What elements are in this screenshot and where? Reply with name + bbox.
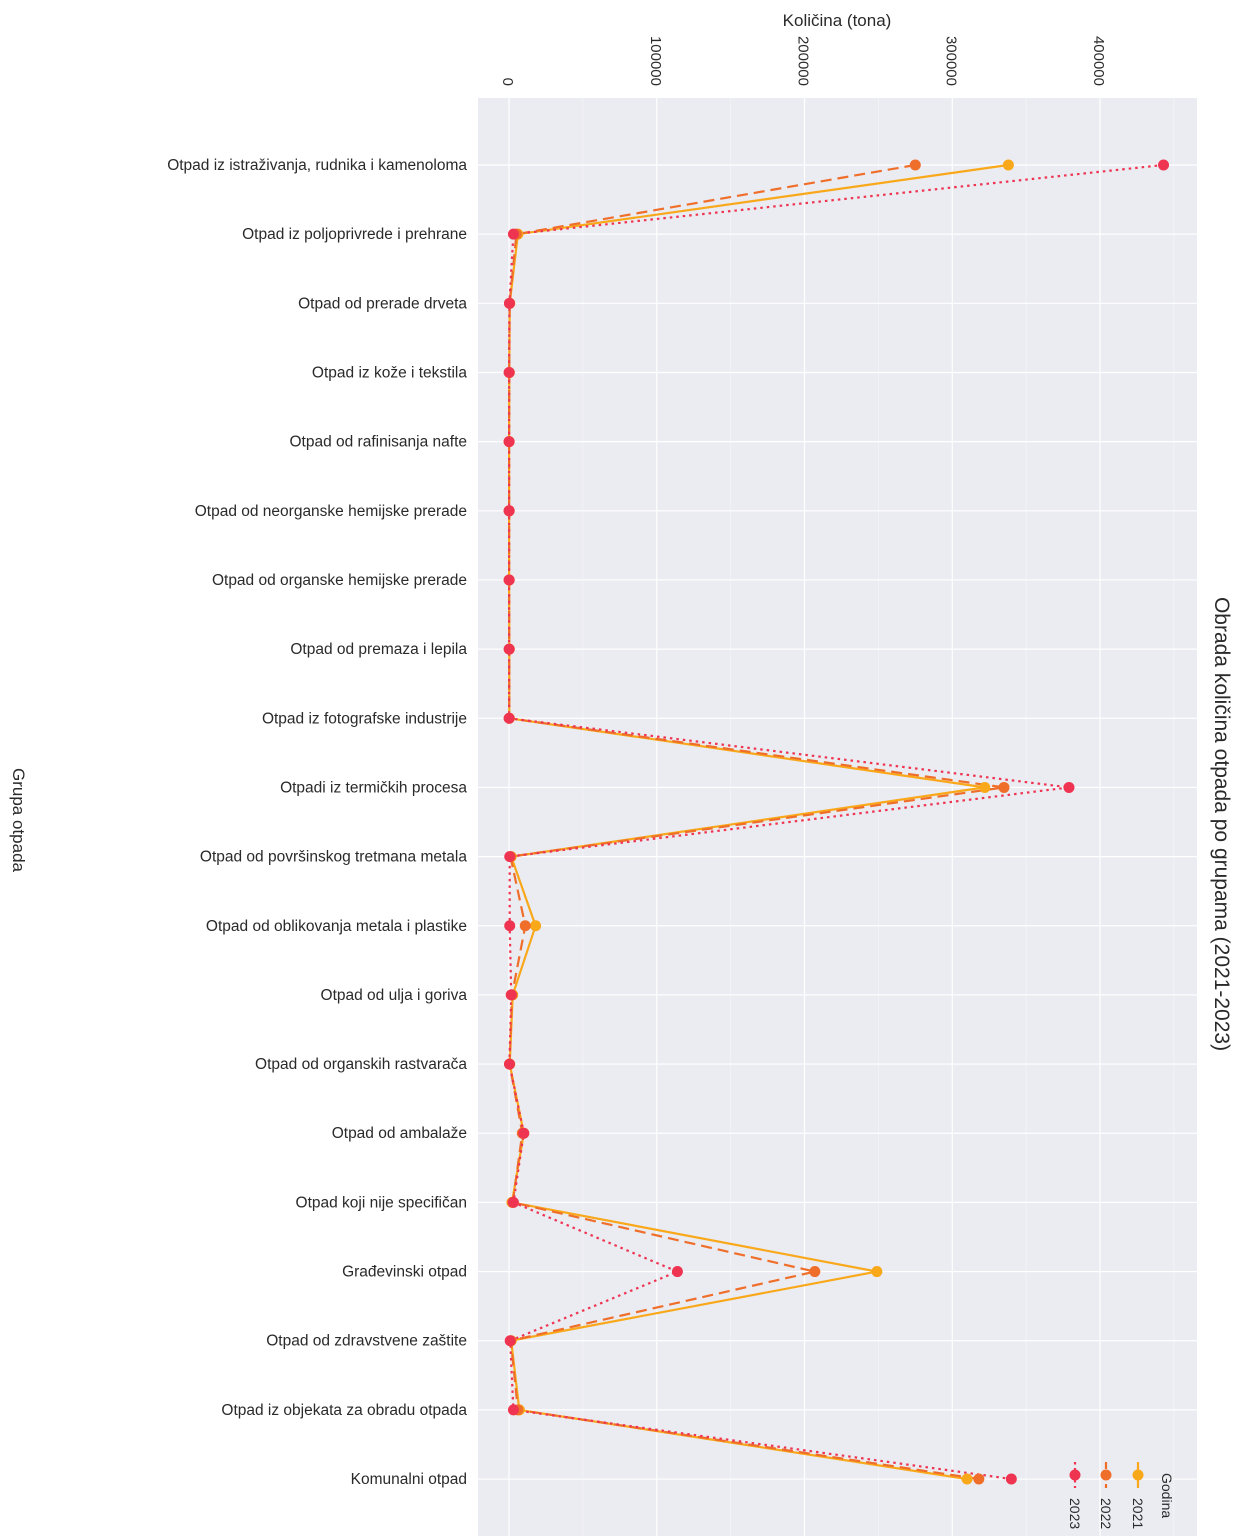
- data-point-2022: [519, 920, 531, 932]
- legend-label-2021: 2021: [1130, 1498, 1146, 1529]
- data-point-2021: [979, 781, 991, 793]
- data-point-2023: [504, 1335, 516, 1347]
- category-label: Otpad od organskih rastvarača: [255, 1056, 467, 1073]
- legend-marker-2021: [1132, 1469, 1144, 1481]
- data-point-2023: [518, 1127, 530, 1139]
- data-point-2022: [998, 781, 1010, 793]
- data-point-2023: [503, 712, 515, 724]
- category-label: Otpad iz poljoprivrede i prehrane: [242, 226, 467, 243]
- data-point-2021: [871, 1266, 883, 1278]
- data-point-2023: [503, 505, 515, 517]
- grid-lines: [478, 98, 1197, 1536]
- value-axis-ticks: 0 100000 200000 300000 400000: [499, 36, 1107, 86]
- data-point-2022: [973, 1473, 985, 1485]
- category-label: Otpad od neorganske hemijske prerade: [195, 503, 467, 520]
- legend-marker-2022: [1100, 1469, 1112, 1481]
- category-label: Otpad od premaza i lepila: [290, 641, 467, 658]
- series-line-2023: [508, 163, 1164, 1481]
- series-line-2021: [508, 163, 1009, 1481]
- category-label: Otpad od oblikovanja metala i plastike: [206, 918, 467, 935]
- data-point-2023: [503, 574, 515, 586]
- category-label: Otpad od ambalaže: [332, 1125, 467, 1142]
- series-line-2022: [508, 163, 1005, 1481]
- category-label: Otpad od zdravstvene zaštite: [266, 1333, 467, 1350]
- value-tick-label: 300000: [942, 36, 959, 86]
- category-label: Komunalni otpad: [351, 1471, 467, 1488]
- legend-title: Godina: [1159, 1473, 1175, 1518]
- data-point-2023: [503, 366, 515, 378]
- category-label: Otpad koji nije specifičan: [296, 1194, 467, 1211]
- series-lines: [508, 163, 1164, 1481]
- category-label: Otpad od prerade drveta: [298, 295, 467, 312]
- data-point-2022: [909, 159, 921, 171]
- data-point-2023: [671, 1266, 683, 1278]
- series-points: [503, 159, 1170, 1485]
- data-point-2023: [1158, 159, 1170, 171]
- value-tick-label: 0: [499, 78, 516, 86]
- category-label: Otpad od ulja i goriva: [321, 987, 468, 1004]
- category-label: Otpad iz fotografske industrije: [262, 710, 467, 727]
- data-point-2023: [504, 851, 516, 863]
- category-label: Otpad iz istraživanja, rudnika i kamenol…: [167, 157, 467, 174]
- data-point-2023: [503, 436, 515, 448]
- data-point-2023: [1005, 1473, 1017, 1485]
- value-axis-title: Količina (tona): [783, 11, 892, 30]
- data-point-2023: [503, 1058, 515, 1070]
- category-label: Građevinski otpad: [342, 1264, 467, 1281]
- data-point-2023: [504, 920, 516, 932]
- data-point-2021: [961, 1473, 973, 1485]
- chart-title: Obrada količina otpada po grupama (2021-…: [1210, 597, 1233, 1051]
- category-label: Otpad od površinskog tretmana metala: [200, 849, 467, 866]
- legend-label-2022: 2022: [1098, 1498, 1114, 1529]
- data-point-2023: [507, 1196, 519, 1208]
- data-point-2022: [809, 1266, 821, 1278]
- value-tick-label: 100000: [647, 36, 664, 86]
- category-label: Otpad iz kože i tekstila: [312, 364, 467, 381]
- category-label: Otpadi iz termičkih procesa: [280, 779, 467, 796]
- category-label: Otpad od rafinisanja nafte: [289, 434, 467, 451]
- value-tick-label: 200000: [795, 36, 812, 86]
- data-point-2023: [507, 228, 519, 240]
- data-point-2023: [507, 1404, 519, 1416]
- data-point-2023: [503, 643, 515, 655]
- legend-label-2023: 2023: [1067, 1498, 1083, 1529]
- data-point-2023: [505, 989, 517, 1001]
- category-axis-title: Grupa otpada: [9, 768, 28, 873]
- category-axis-labels: Otpad iz istraživanja, rudnika i kamenol…: [167, 157, 467, 1488]
- data-point-2021: [1002, 159, 1014, 171]
- plot-background: [478, 98, 1197, 1536]
- category-label: Otpad od organske hemijske prerade: [212, 572, 467, 589]
- data-point-2023: [1063, 781, 1075, 793]
- legend: Godina 2021 2022 2023: [1067, 1462, 1175, 1529]
- value-tick-label: 400000: [1090, 36, 1107, 86]
- legend-marker-2023: [1069, 1469, 1081, 1481]
- data-point-2023: [503, 297, 515, 309]
- category-label: Otpad iz objekata za obradu otpada: [221, 1402, 467, 1419]
- data-point-2021: [530, 920, 542, 932]
